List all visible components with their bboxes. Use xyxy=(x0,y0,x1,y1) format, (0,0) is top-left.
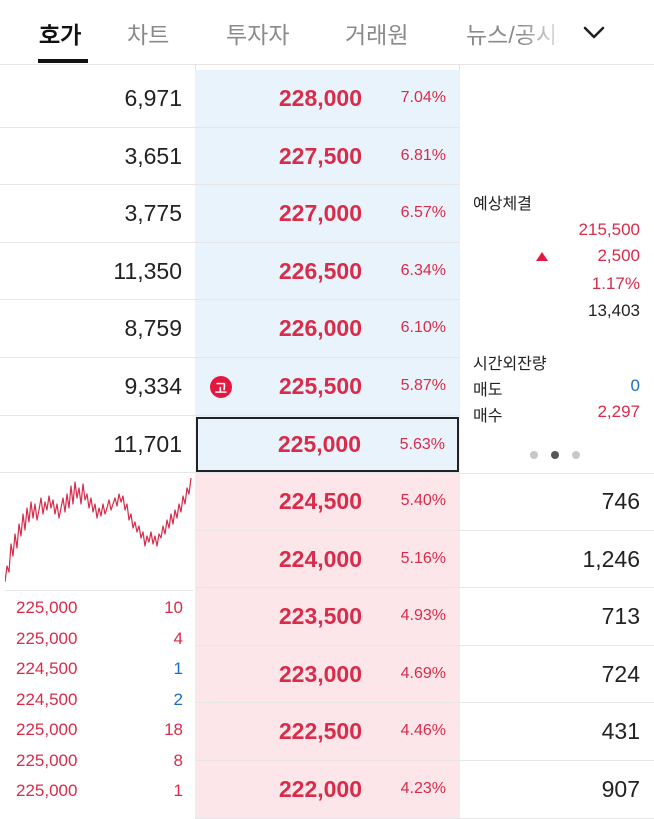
trade-price: 225,000 xyxy=(16,750,78,770)
trade-price: 225,000 xyxy=(16,720,78,739)
bid-percent: 4.46% xyxy=(400,722,446,740)
expected-rate: 1.17% xyxy=(591,274,640,293)
pager-dot[interactable] xyxy=(572,451,580,459)
ask-quantity: 11,350 xyxy=(0,243,195,301)
bid-quantity: 431 xyxy=(460,703,654,761)
bid-price: 224,000 xyxy=(278,545,362,572)
bid-price-row[interactable]: 223,500 4.93% xyxy=(195,588,460,646)
buy-value: 2,297 xyxy=(597,402,640,421)
trade-quantity: 2 xyxy=(173,689,183,709)
tab-chart[interactable]: 차트 xyxy=(127,22,170,48)
current-price-box: 225,000 5.63% xyxy=(196,417,459,472)
ask-price-row[interactable]: 226,500 6.34% xyxy=(195,242,460,301)
bid-price: 223,000 xyxy=(278,660,362,687)
ask-quantity: 6,971 xyxy=(0,70,195,128)
bid-price-row[interactable]: 224,500 5.40% xyxy=(195,473,460,531)
ask-price-row[interactable]: 228,000 7.04% xyxy=(195,70,460,128)
tab-hoga[interactable]: 호가 xyxy=(39,22,82,48)
ask-price: 225,500 xyxy=(278,373,362,399)
intraday-mini-chart xyxy=(5,477,193,591)
pager-dot[interactable] xyxy=(530,451,538,459)
ask-price-row[interactable]: 225,500 5.87% xyxy=(195,358,460,416)
ask-quantity: 8,759 xyxy=(0,300,195,358)
ask-percent: 6.10% xyxy=(400,319,446,337)
trade-quantity: 8 xyxy=(173,750,183,770)
trade-quantity: 4 xyxy=(173,628,183,648)
ask-percent: 6.34% xyxy=(400,261,446,279)
trade-price: 224,500 xyxy=(16,689,78,709)
bid-price: 224,500 xyxy=(278,488,362,514)
ask-percent: 6.81% xyxy=(400,146,446,164)
badge-label: 고 xyxy=(215,381,227,396)
expected-price: 215,500 xyxy=(578,220,640,239)
tab-broker[interactable]: 거래원 xyxy=(345,22,409,48)
bid-quantity: 724 xyxy=(460,646,654,704)
ask-percent: 6.57% xyxy=(400,204,446,222)
pager-dot-active[interactable] xyxy=(551,451,559,459)
up-triangle-icon xyxy=(536,252,548,261)
ask-percent: 5.87% xyxy=(400,377,446,394)
ask-price: 227,000 xyxy=(278,200,362,227)
tab-bar: 호가 차트 투자자 거래원 뉴스/공시 xyxy=(0,0,654,65)
trade-price: 225,000 xyxy=(16,598,78,617)
bid-price: 222,500 xyxy=(278,718,362,745)
chevron-down-icon[interactable] xyxy=(583,26,605,40)
ask-quantity: 9,334 xyxy=(0,358,195,416)
bid-quantity: 713 xyxy=(460,588,654,646)
bid-price: 222,000 xyxy=(278,776,362,802)
expected-execution-panel: 예상체결 215,500 2,500 1.17% 13,403 시간외잔량 매도… xyxy=(460,64,654,474)
bid-percent: 4.93% xyxy=(400,607,446,625)
bid-quantity: 746 xyxy=(460,473,654,531)
tab-investor[interactable]: 투자자 xyxy=(226,22,290,48)
tab-fade xyxy=(520,6,580,58)
trade-price: 224,500 xyxy=(16,659,78,678)
ask-quantity: 11,701 xyxy=(0,416,195,474)
bid-price-row[interactable]: 222,000 4.23% xyxy=(195,761,460,819)
bid-percent: 5.40% xyxy=(400,492,446,509)
buy-label: 매수 xyxy=(473,408,503,425)
sell-value: 0 xyxy=(630,376,640,395)
high-price-badge-icon: 고 xyxy=(210,376,232,398)
trade-quantity: 10 xyxy=(164,598,183,617)
active-tab-indicator xyxy=(38,59,88,63)
bid-price-row[interactable]: 224,000 5.16% xyxy=(195,530,460,589)
trade-quantity: 1 xyxy=(173,659,183,678)
current-percent: 5.63% xyxy=(399,436,445,453)
ask-price: 226,500 xyxy=(278,257,362,284)
bid-quantity: 1,246 xyxy=(460,531,654,589)
bid-percent: 4.23% xyxy=(400,780,446,797)
sell-label: 매도 xyxy=(473,382,503,399)
trade-price: 225,000 xyxy=(16,781,78,800)
ask-quantity: 3,775 xyxy=(0,185,195,243)
ask-price-row[interactable]: 227,500 6.81% xyxy=(195,127,460,186)
bid-percent: 4.69% xyxy=(400,664,446,682)
current-price: 225,000 xyxy=(277,431,361,457)
bid-price-row[interactable]: 223,000 4.69% xyxy=(195,645,460,704)
ask-percent: 7.04% xyxy=(400,89,446,106)
ask-price-row[interactable]: 227,000 6.57% xyxy=(195,185,460,243)
bid-price: 223,500 xyxy=(278,603,362,630)
trade-quantity: 1 xyxy=(173,781,183,800)
ask-price-row[interactable]: 226,000 6.10% xyxy=(195,300,460,358)
ask-price: 226,000 xyxy=(278,315,362,342)
expected-volume: 13,403 xyxy=(588,301,640,320)
expected-change: 2,500 xyxy=(597,246,640,265)
intraday-line xyxy=(5,477,192,583)
ask-price: 227,500 xyxy=(278,142,362,169)
trade-quantity: 18 xyxy=(164,720,183,739)
bid-price-row[interactable]: 222,500 4.46% xyxy=(195,703,460,761)
trade-price: 225,000 xyxy=(16,628,78,648)
expected-execution-label: 예상체결 xyxy=(473,196,532,213)
ask-quantity: 3,651 xyxy=(0,128,195,186)
ask-price: 228,000 xyxy=(278,85,362,111)
bid-percent: 5.16% xyxy=(400,549,446,567)
after-hours-label: 시간외잔량 xyxy=(473,356,547,373)
